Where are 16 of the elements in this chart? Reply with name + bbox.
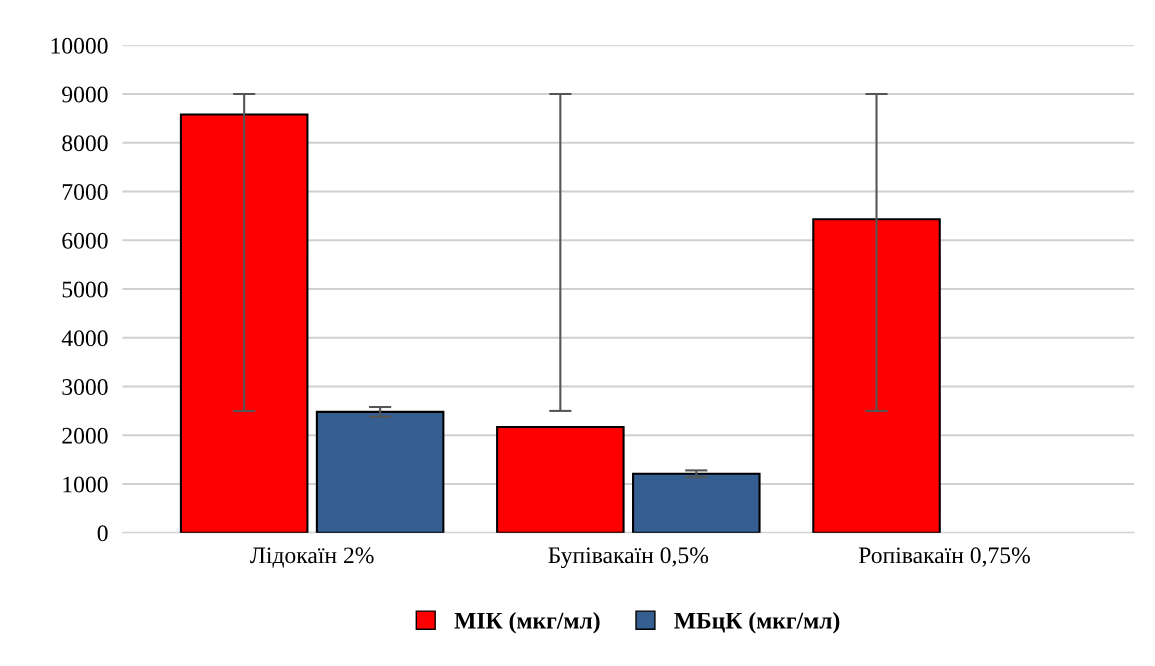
y-tick-label: 2000 (62, 427, 108, 444)
y-tick-label: 8000 (62, 135, 108, 152)
y-tick-label: 10000 (51, 37, 108, 54)
x-tick-label: Бупівакаїн 0,5% (548, 547, 709, 569)
x-tick-label: Лідокаїн 2% (250, 547, 374, 568)
y-tick-label: 7000 (62, 184, 108, 200)
legend-label: МІК (мкг/мл) (454, 612, 600, 634)
y-tick-label: 5000 (62, 281, 108, 298)
legend-label: МБцК (мкг/мл) (674, 612, 840, 634)
y-tick-label: 3000 (62, 379, 108, 395)
y-tick-label: 9000 (62, 86, 108, 103)
y-tick-label: 6000 (62, 232, 108, 249)
x-tick-label: Ропівакаїн 0,75% (858, 547, 1030, 567)
y-tick-label: 0 (97, 525, 108, 542)
y-tick-label: 4000 (61, 330, 108, 347)
y-tick-label: 1000 (63, 476, 108, 493)
